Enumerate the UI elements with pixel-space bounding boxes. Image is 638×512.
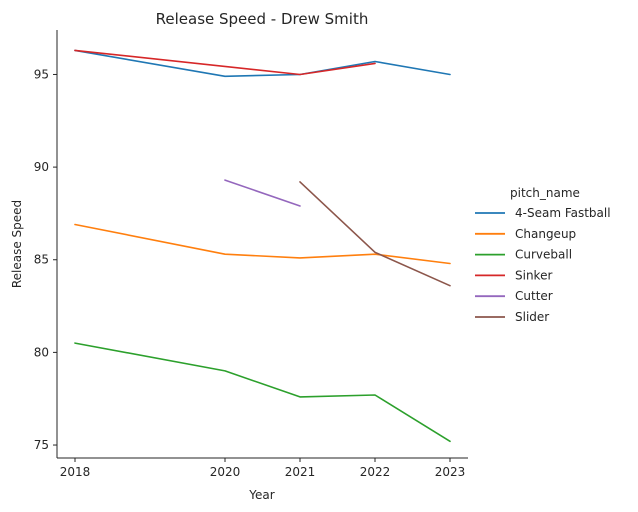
series-line-cutter (224, 179, 301, 207)
x-tick-label: 2021 (285, 465, 316, 479)
legend: pitch_name 4-Seam Fastball Changeup Curveb… (475, 186, 611, 324)
legend-label-slider: Slider (515, 310, 549, 324)
series-line-curveball (74, 342, 451, 443)
legend-label-changeup: Changeup (515, 227, 576, 241)
x-tick-label: 2023 (435, 465, 466, 479)
x-axis-label: Year (248, 488, 274, 502)
series-line-slider (299, 181, 451, 287)
legend-title: pitch_name (510, 186, 580, 200)
y-axis-label: Release Speed (10, 200, 24, 288)
y-tick-label: 75 (34, 438, 49, 452)
series-lines (74, 49, 451, 443)
legend-label-cutter: Cutter (515, 289, 553, 303)
y-tick-label: 80 (34, 345, 49, 359)
x-axis: 2018 2020 2021 2022 2023 (57, 457, 468, 479)
x-ticks: 2018 2020 2021 2022 2023 (60, 458, 466, 479)
y-axis: 75 80 85 90 95 (34, 30, 58, 458)
legend-label-sinker: Sinker (515, 268, 552, 282)
legend-label-curveball: Curveball (515, 248, 572, 262)
y-tick-label: 95 (34, 67, 49, 81)
x-tick-label: 2018 (60, 465, 91, 479)
y-tick-label: 90 (34, 160, 49, 174)
x-tick-label: 2020 (210, 465, 241, 479)
chart-title: Release Speed - Drew Smith (156, 10, 369, 28)
legend-label-4-seam-fastball: 4-Seam Fastball (515, 206, 611, 220)
y-tick-label: 85 (34, 253, 49, 267)
series-line-changeup (74, 223, 451, 265)
series-line-4-seam-fastball (74, 49, 451, 78)
y-ticks: 75 80 85 90 95 (34, 67, 57, 452)
series-line-sinker (74, 49, 376, 76)
x-tick-label: 2022 (360, 465, 391, 479)
